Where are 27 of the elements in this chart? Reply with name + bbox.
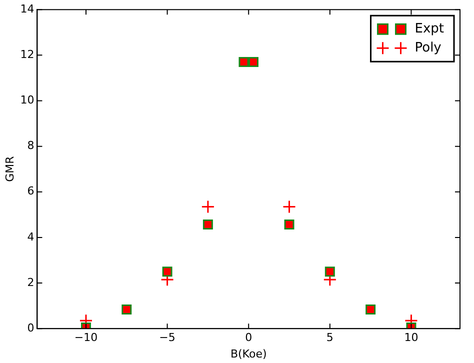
x-tick-label: −10 (74, 331, 98, 344)
x-axis-title: B(Koe) (230, 347, 267, 360)
point (366, 304, 376, 314)
y-tick-label: 6 (27, 184, 34, 198)
point (284, 219, 294, 230)
y-axis-title: GMR (3, 156, 16, 182)
point (282, 200, 296, 214)
y-tick-label: 8 (27, 139, 34, 152)
y-tick-label: 4 (27, 230, 34, 244)
y-tick-label: 14 (20, 2, 34, 16)
y-tick-label: 0 (27, 321, 34, 334)
point (122, 304, 132, 314)
point (162, 266, 172, 277)
legend-label: Expt (414, 21, 444, 36)
point (238, 57, 249, 67)
x-tick-label: 5 (326, 331, 334, 344)
point (201, 200, 215, 214)
point (248, 57, 258, 67)
x-tick-label: −5 (159, 331, 176, 344)
x-tick-label: 10 (404, 331, 418, 344)
point (202, 219, 213, 230)
x-tick-label: 0 (245, 331, 252, 344)
y-tick-label: 12 (20, 48, 34, 62)
point (324, 266, 335, 277)
y-tick-label: 2 (27, 276, 34, 289)
legend-label: Poly (414, 40, 442, 56)
y-tick-label: 10 (20, 94, 34, 107)
